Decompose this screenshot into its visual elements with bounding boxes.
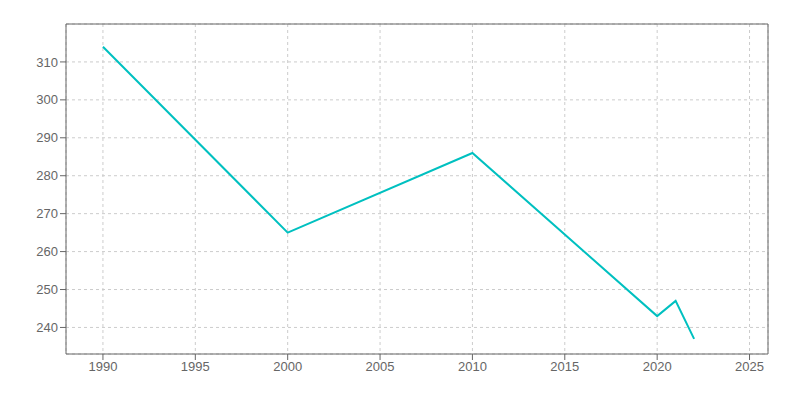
svg-text:2000: 2000 — [273, 359, 302, 374]
svg-text:280: 280 — [36, 168, 58, 183]
svg-text:290: 290 — [36, 130, 58, 145]
svg-text:2015: 2015 — [550, 359, 579, 374]
svg-text:250: 250 — [36, 282, 58, 297]
svg-text:2025: 2025 — [735, 359, 764, 374]
svg-text:2010: 2010 — [458, 359, 487, 374]
svg-text:240: 240 — [36, 320, 58, 335]
svg-text:1990: 1990 — [88, 359, 117, 374]
svg-text:300: 300 — [36, 92, 58, 107]
svg-text:310: 310 — [36, 55, 58, 70]
svg-text:2020: 2020 — [643, 359, 672, 374]
svg-text:260: 260 — [36, 244, 58, 259]
svg-text:2005: 2005 — [366, 359, 395, 374]
svg-text:1995: 1995 — [181, 359, 210, 374]
svg-text:270: 270 — [36, 206, 58, 221]
